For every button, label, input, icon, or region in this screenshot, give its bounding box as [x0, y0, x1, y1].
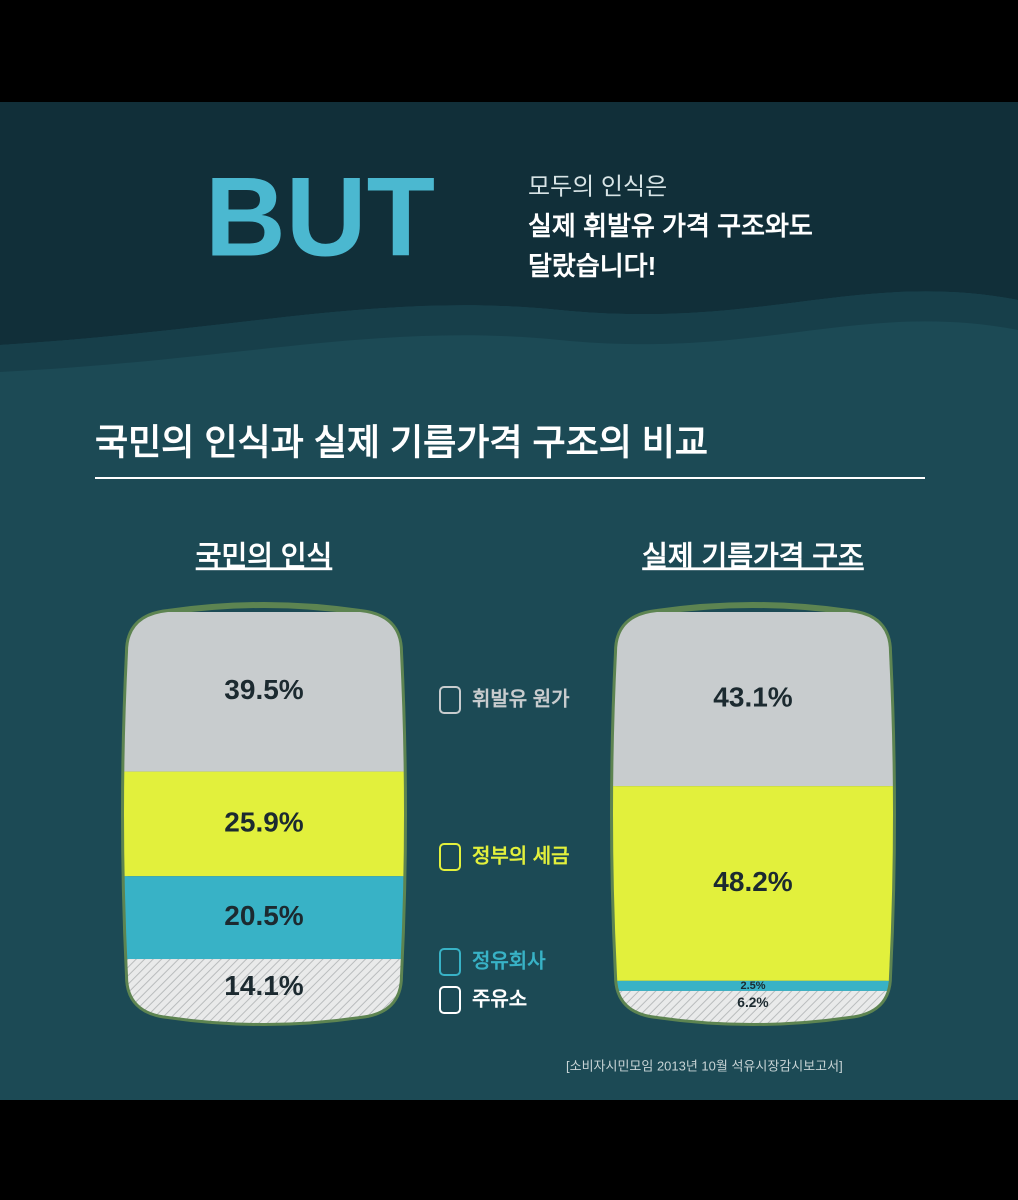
value-label: 43.1%: [713, 681, 792, 712]
header-band: [0, 102, 1018, 345]
value-label: 14.1%: [224, 970, 303, 1001]
source: [소비자시민모임 2013년 10월 석유시장감시보고서]: [566, 1058, 843, 1073]
barrel-segment: [613, 786, 893, 981]
value-label: 6.2%: [737, 995, 768, 1010]
barrel-segment: [124, 771, 404, 877]
column-label: 실제 기름가격 구조: [642, 540, 864, 571]
header-line: 달랐습니다!: [528, 251, 656, 281]
barrel-segment: [124, 959, 404, 1023]
header-line: 실제 휘발유 가격 구조와도: [528, 211, 813, 241]
value-label: 2.5%: [740, 980, 765, 992]
value-label: 25.9%: [224, 806, 303, 837]
legend-icon: [439, 843, 461, 871]
barrel: [124, 612, 404, 1023]
headline: BUT: [205, 155, 435, 280]
barrel-segment: [613, 980, 893, 991]
barrel-segment: [613, 612, 893, 787]
value-label: 39.5%: [224, 674, 303, 705]
legend-icon: [439, 986, 461, 1014]
column-label: 국민의 인식: [196, 540, 333, 571]
chart-title: 국민의 인식과 실제 기름가격 구조의 비교: [95, 422, 708, 463]
wave: [0, 291, 1018, 372]
barrel-segment: [124, 612, 404, 772]
value-label: 20.5%: [224, 900, 303, 931]
legend-icon: [439, 948, 461, 976]
legend-icon: [439, 686, 461, 714]
legend-label: 휘발유 원가: [472, 687, 570, 710]
barrel-segment: [124, 876, 404, 960]
legend-label: 정유회사: [472, 949, 546, 972]
header-line: 모두의 인식은: [528, 173, 667, 200]
barrel: [613, 612, 893, 1023]
legend-label: 주유소: [472, 988, 527, 1010]
value-label: 48.2%: [713, 866, 792, 897]
legend-label: 정부의 세금: [472, 844, 570, 867]
